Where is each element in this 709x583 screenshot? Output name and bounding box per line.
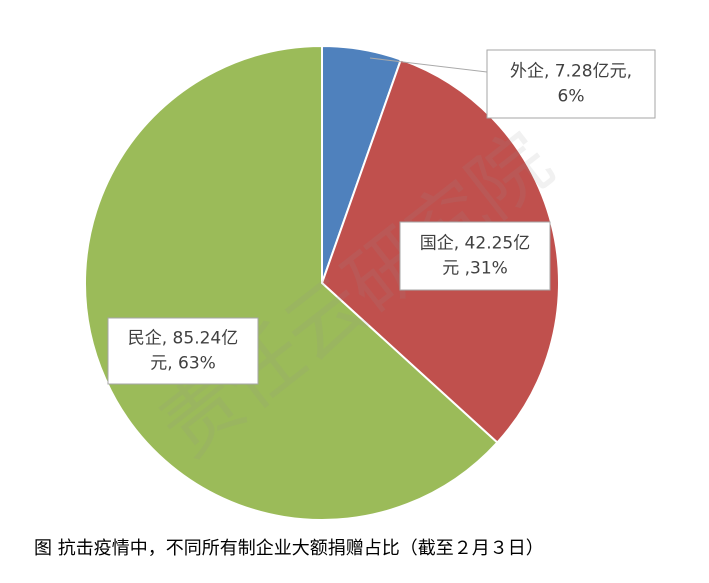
pie-slice [84,44,499,521]
leader-line [369,57,488,73]
data-label: 6% [558,87,585,107]
data-label: 民企, 85.24亿 [128,329,238,349]
data-label: 元, 63% [150,354,216,374]
data-label: 外企, 7.28亿元, [510,62,632,82]
data-label: 元 ,31% [442,259,508,279]
data-label: 国企, 42.25亿 [420,234,530,254]
label-box [399,221,551,291]
caption: 图 抗击疫情中，不同所有制企业大额捐赠占比（截至２月３日） [34,538,544,559]
label-box [486,49,656,119]
label-box [107,317,259,385]
